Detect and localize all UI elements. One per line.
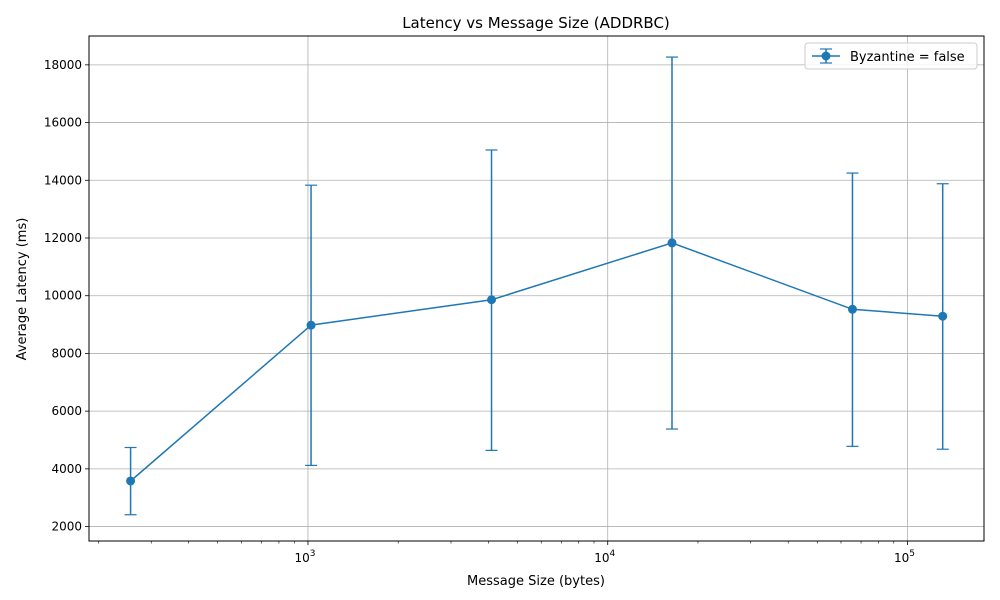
series-line xyxy=(130,242,943,482)
data-point xyxy=(847,304,857,314)
y-tick-label: 2000 xyxy=(51,520,82,534)
x-tick-exponent: 4 xyxy=(609,549,615,559)
y-tick-label: 14000 xyxy=(44,173,82,187)
data-point xyxy=(306,320,316,330)
legend-marker xyxy=(821,51,831,61)
chart-title: Latency vs Message Size (ADDRBC) xyxy=(402,14,670,32)
x-axis-ticks: 103 104 105 xyxy=(294,541,915,565)
y-tick-label: 16000 xyxy=(44,116,82,130)
data-point xyxy=(938,311,948,321)
y-axis-label: Average Latency (ms) xyxy=(15,218,30,361)
data-point xyxy=(667,238,677,248)
y-tick-label: 12000 xyxy=(44,231,82,245)
x-tick-label: 105 xyxy=(894,549,915,565)
legend-label: Byzantine = false xyxy=(850,50,965,65)
legend: Byzantine = false xyxy=(804,42,978,70)
x-tick-base: 10 xyxy=(294,551,309,565)
y-tick-label: 10000 xyxy=(44,289,82,303)
x-tick-base: 10 xyxy=(894,551,909,565)
x-tick-exponent: 5 xyxy=(909,549,915,559)
x-minor-ticks xyxy=(98,541,895,544)
x-tick-exponent: 3 xyxy=(310,549,316,559)
grid xyxy=(89,36,984,541)
legend-box xyxy=(804,42,978,70)
x-tick-label: 103 xyxy=(294,549,315,565)
y-tick-label: 8000 xyxy=(51,346,82,360)
x-axis-label: Message Size (bytes) xyxy=(467,574,605,589)
y-tick-label: 4000 xyxy=(51,462,82,476)
y-tick-label: 6000 xyxy=(51,404,82,418)
plot-frame xyxy=(88,35,985,542)
plot-series xyxy=(124,56,949,516)
y-axis-ticks: 2000 4000 6000 8000 10000 12000 14000 16000 1800… xyxy=(44,58,89,534)
y-tick-label: 18000 xyxy=(44,58,82,72)
data-point xyxy=(487,295,497,305)
x-tick-base: 10 xyxy=(594,551,609,565)
data-point xyxy=(126,476,136,486)
x-tick-label: 104 xyxy=(594,549,615,565)
